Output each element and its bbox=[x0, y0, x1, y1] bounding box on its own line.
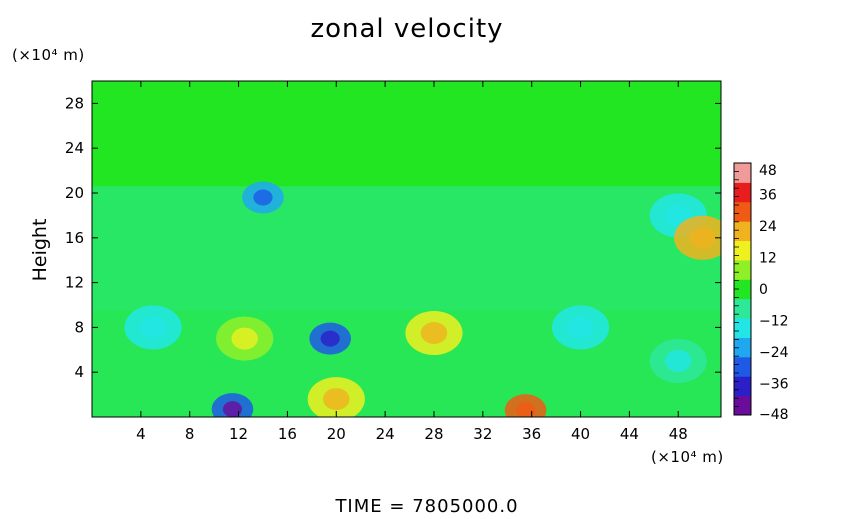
colorbar-tick-label-5: −12 bbox=[759, 314, 789, 330]
x-tick-label-0: 4 bbox=[136, 425, 146, 443]
x-tick-label-8: 36 bbox=[522, 425, 541, 443]
colorbar-tick-label-0: 48 bbox=[759, 163, 777, 179]
y-tick-label-5: 24 bbox=[65, 139, 84, 157]
field-feature-core-3 bbox=[420, 322, 448, 344]
y-tick-label-2: 12 bbox=[65, 274, 84, 292]
time-equals: = bbox=[389, 496, 406, 517]
x-tick-label-9: 40 bbox=[571, 425, 590, 443]
field-feature-core-2 bbox=[515, 402, 536, 417]
y-tick-label-3: 16 bbox=[65, 229, 84, 247]
lower-layer bbox=[92, 310, 721, 417]
colorbar-segment-8 bbox=[734, 240, 751, 261]
colorbar-segment-12 bbox=[734, 163, 751, 183]
colorbar-segment-1 bbox=[734, 376, 751, 397]
colorbar-tick-label-7: −36 bbox=[759, 377, 789, 393]
y-tick-label-6: 28 bbox=[65, 94, 84, 112]
x-tick-label-5: 24 bbox=[376, 425, 395, 443]
colorbar-tick-label-2: 24 bbox=[759, 219, 777, 235]
field-feature-core-4 bbox=[323, 388, 350, 411]
colorbar-segment-2 bbox=[734, 356, 751, 377]
x-tick-label-10: 44 bbox=[620, 425, 639, 443]
field-feature-core-8 bbox=[665, 350, 692, 372]
colorbar-segment-9 bbox=[734, 221, 751, 242]
field-feature-core-7 bbox=[567, 316, 594, 339]
x-tick-label-7: 32 bbox=[473, 425, 492, 443]
plot-frame bbox=[91, 80, 722, 418]
colorbar-tick-label-6: −24 bbox=[759, 345, 789, 361]
y-tick-label-4: 20 bbox=[65, 184, 84, 202]
time-value: 7805000.0 bbox=[412, 496, 519, 517]
colorbar-segment-10 bbox=[734, 201, 751, 222]
colorbar-tick-label-3: 12 bbox=[759, 251, 777, 267]
y-tick-label-1: 8 bbox=[74, 318, 84, 336]
time-footer: TIME = 7805000.0 bbox=[0, 496, 854, 517]
y-tick-label-0: 4 bbox=[74, 363, 84, 381]
field-feature-core-5 bbox=[231, 327, 258, 350]
field-feature-core-11 bbox=[689, 226, 716, 249]
colorbar-segment-4 bbox=[734, 318, 751, 338]
y-unit-label: (×10⁴ m) bbox=[12, 46, 85, 64]
field-feature-core-6 bbox=[139, 316, 167, 339]
field-feature-core-1 bbox=[222, 401, 243, 417]
x-tick-label-4: 20 bbox=[327, 425, 346, 443]
colorbar-segment-5 bbox=[734, 298, 751, 319]
x-tick-label-3: 16 bbox=[278, 425, 297, 443]
x-tick-label-2: 12 bbox=[229, 425, 248, 443]
colorbar-segment-0 bbox=[734, 395, 751, 416]
field-feature-core-0 bbox=[320, 330, 340, 347]
field-feature-core-9 bbox=[253, 189, 273, 206]
time-label: TIME bbox=[335, 496, 383, 517]
x-tick-label-6: 28 bbox=[424, 425, 443, 443]
x-unit-label: (×10⁴ m) bbox=[651, 448, 724, 466]
colorbar-tick-label-8: −48 bbox=[759, 407, 789, 423]
colorbar-segment-11 bbox=[734, 182, 751, 203]
colorbar-segment-6 bbox=[734, 279, 751, 300]
colorbar-segment-7 bbox=[734, 259, 751, 280]
colorbar-tick-label-1: 36 bbox=[759, 188, 777, 204]
chart-title: zonal velocity bbox=[310, 14, 504, 44]
colorbar-segment-3 bbox=[734, 337, 751, 358]
turbulent-layer bbox=[92, 186, 721, 311]
colorbar-tick-label-4: 0 bbox=[759, 282, 768, 298]
x-tick-label-11: 48 bbox=[669, 425, 688, 443]
x-tick-label-1: 8 bbox=[185, 425, 195, 443]
